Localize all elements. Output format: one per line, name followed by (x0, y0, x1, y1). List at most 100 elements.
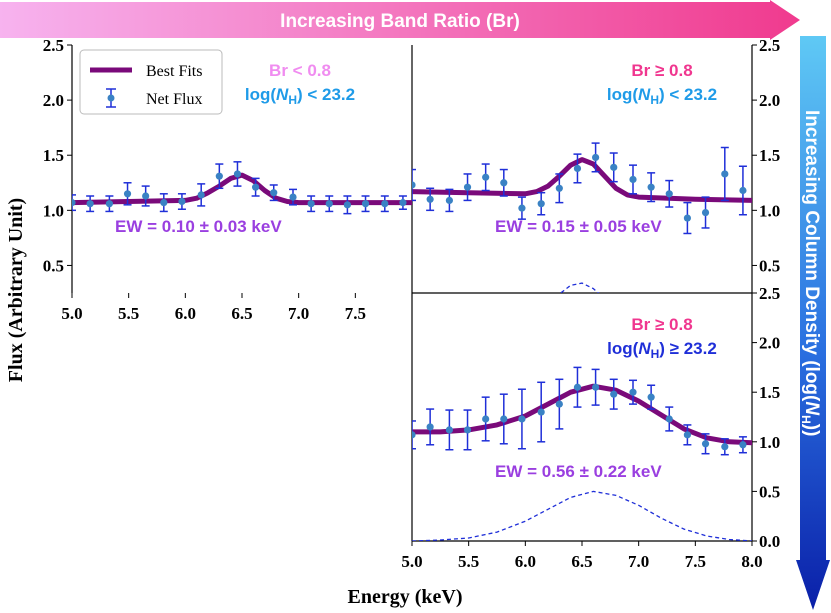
y-tick-label: 0.5 (43, 256, 64, 275)
flux-marker (701, 440, 710, 448)
x-tick-label: 7.0 (288, 304, 309, 323)
line-profile (559, 282, 600, 293)
flux-marker (178, 197, 186, 206)
flux-marker (463, 426, 472, 434)
data-point (269, 184, 278, 202)
data-point (72, 194, 76, 212)
data-point (123, 182, 132, 206)
column-density-arrow-shape (796, 36, 830, 610)
x-tick-label: 5.0 (401, 552, 422, 571)
flux-marker (665, 190, 673, 198)
nh-label: log(NH) < 23.2 (245, 85, 355, 107)
y-tick-label: 1.0 (759, 433, 780, 452)
x-tick-label: 6.5 (571, 552, 592, 571)
data-point (609, 152, 618, 183)
x-axis-title: Energy (keV) (348, 586, 463, 608)
x-tick-label: 6.0 (175, 304, 196, 323)
data-point (629, 164, 637, 195)
flux-marker (399, 199, 407, 207)
flux-marker (343, 201, 351, 209)
flux-marker (518, 415, 526, 423)
flux-marker (482, 415, 490, 423)
data-point (445, 188, 454, 213)
ew-label: EW = 0.15 ± 0.05 keV (495, 217, 662, 236)
data-point (647, 172, 656, 203)
flux-marker (629, 388, 637, 396)
data-point (517, 196, 526, 220)
data-point (499, 393, 508, 445)
data-point (499, 168, 508, 197)
data-point (343, 195, 352, 215)
data-point (325, 195, 334, 213)
flux-marker (629, 175, 637, 184)
data-point (233, 161, 242, 187)
flux-marker (426, 423, 434, 431)
flux-marker (105, 200, 113, 208)
data-point (701, 196, 710, 229)
flux-marker (647, 393, 655, 401)
nh-label: log(NH) < 23.2 (607, 85, 717, 107)
flux-marker (739, 186, 747, 195)
panel-top-right: 0.5 1.0 1.5 2.0 2.5 Br ≥ 0.8 log(NH) < 23.2 EW … (412, 36, 780, 294)
data-point (591, 142, 600, 173)
data-point (683, 424, 692, 446)
flux-marker (233, 170, 242, 178)
x-tick-label: 5.0 (61, 304, 82, 323)
line-profile (412, 490, 752, 541)
x-tick-label: 5.5 (118, 304, 139, 323)
flux-marker (412, 181, 416, 189)
flux-marker (573, 164, 582, 173)
legend-fit-label: Best Fits (146, 63, 202, 80)
y-tick-label: 2.0 (759, 334, 780, 353)
flux-marker (500, 179, 508, 187)
flux-marker (160, 199, 168, 207)
br-label: Br < 0.8 (269, 61, 331, 80)
data-point (537, 191, 546, 216)
data-point (720, 438, 729, 456)
flux-marker (289, 193, 297, 201)
data-point (481, 163, 490, 192)
flux-marker (445, 196, 453, 205)
nh-label: log(NH) ≥ 23.2 (607, 339, 717, 361)
flux-marker (463, 183, 472, 191)
flux-marker (555, 184, 563, 192)
data-point (380, 195, 389, 213)
flux-marker (412, 431, 416, 439)
flux-marker (445, 426, 453, 434)
flux-marker (537, 408, 545, 416)
flux-marker (518, 204, 526, 212)
data-point (307, 195, 316, 213)
flux-marker (72, 199, 76, 207)
flux-marker (307, 200, 315, 208)
data-point (289, 188, 297, 206)
data-point (86, 195, 95, 213)
flux-marker (426, 195, 434, 203)
data-point (361, 195, 370, 213)
data-point (445, 409, 454, 451)
data-point (609, 378, 618, 410)
x-tick-label: 7.5 (685, 552, 706, 571)
data-point (573, 153, 582, 184)
x-tick-label: 5.5 (458, 552, 479, 571)
x-tick-label: 8.0 (741, 552, 762, 571)
data-point (738, 165, 747, 216)
flux-marker (610, 390, 618, 398)
flux-marker (701, 208, 710, 217)
data-point (398, 195, 407, 210)
data-point (426, 187, 435, 212)
best-fit-curve (412, 157, 752, 203)
data-point (412, 420, 416, 450)
band-ratio-arrow: Increasing Band Ratio (Br) (0, 0, 800, 40)
flux-marker (252, 183, 260, 191)
flux-marker (721, 443, 729, 451)
data-point (537, 381, 546, 443)
best-fit-curve (412, 383, 752, 446)
data-point (555, 173, 564, 204)
data-point (720, 146, 729, 202)
flux-marker (482, 173, 490, 181)
data-point (665, 179, 674, 208)
flux-marker (361, 200, 370, 208)
y-tick-label: 1.5 (759, 146, 780, 165)
legend-flux-label: Net Flux (146, 91, 202, 108)
data-point (251, 177, 260, 197)
